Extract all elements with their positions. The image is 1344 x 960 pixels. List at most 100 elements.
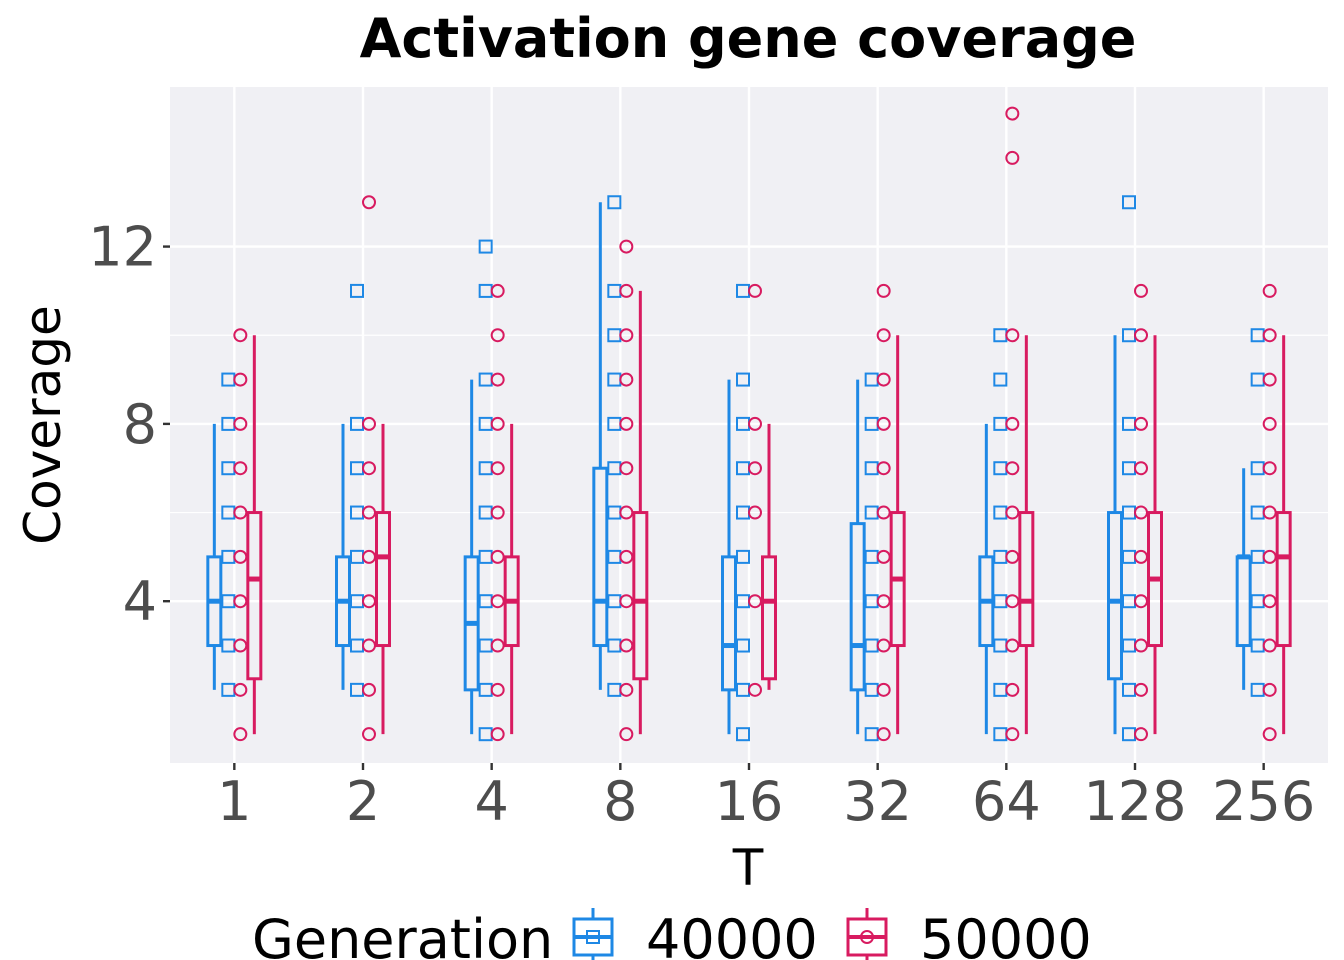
- data-point: [876, 594, 891, 609]
- legend-title: Generation: [252, 908, 553, 960]
- data-point: [619, 328, 634, 343]
- data-point: [1134, 416, 1148, 431]
- data-point: [619, 638, 634, 653]
- data-point: [233, 594, 248, 609]
- data-point: [362, 416, 376, 431]
- data-point: [1005, 549, 1020, 564]
- data-point: [1262, 372, 1277, 387]
- data-point: [876, 505, 891, 520]
- box: [1018, 511, 1035, 648]
- data-point: [736, 372, 750, 387]
- legend-key-50000: [846, 908, 888, 960]
- box: [721, 555, 737, 692]
- data-point: [748, 416, 762, 431]
- data-point: [490, 372, 505, 387]
- data-point: [1005, 505, 1020, 520]
- data-point: [1262, 461, 1277, 476]
- data-point: [1005, 461, 1020, 476]
- data-point: [876, 372, 891, 387]
- data-point: [362, 682, 376, 697]
- data-point: [1134, 283, 1148, 298]
- data-point: [619, 727, 634, 742]
- x-tick-label: 32: [843, 770, 912, 833]
- legend-label-40000: 40000: [646, 908, 818, 960]
- y-tick-label: 4: [123, 570, 157, 633]
- data-point: [233, 638, 248, 653]
- data-point: [362, 549, 376, 564]
- data-point: [490, 461, 505, 476]
- box: [761, 555, 777, 681]
- data-point: [876, 416, 891, 431]
- data-point: [1262, 682, 1277, 697]
- chart-title: Activation gene coverage: [360, 7, 1137, 70]
- x-tick-label: 16: [715, 770, 784, 833]
- data-point: [748, 505, 762, 520]
- data-point: [619, 372, 634, 387]
- legend-label-50000: 50000: [920, 908, 1092, 960]
- data-point: [1262, 727, 1277, 742]
- data-point: [619, 461, 634, 476]
- box: [1107, 511, 1123, 681]
- y-tick-label: 12: [88, 216, 157, 279]
- data-point: [1005, 682, 1020, 697]
- legend-marker: [860, 930, 874, 944]
- data-point: [233, 727, 248, 742]
- data-point: [876, 549, 891, 564]
- data-point: [1005, 106, 1020, 121]
- data-point: [490, 638, 505, 653]
- data-point: [233, 372, 248, 387]
- data-point: [736, 638, 750, 653]
- box: [1275, 511, 1292, 648]
- data-point: [1005, 150, 1020, 165]
- data-point: [1134, 549, 1148, 564]
- data-point: [1262, 283, 1277, 298]
- data-point: [1005, 328, 1020, 343]
- data-point: [619, 594, 634, 609]
- data-point: [748, 594, 762, 609]
- data-point: [1134, 638, 1148, 653]
- data-point: [876, 461, 891, 476]
- box: [592, 466, 609, 648]
- data-point: [619, 682, 634, 697]
- data-point: [748, 682, 762, 697]
- y-tick-label: 8: [123, 393, 157, 456]
- data-point: [1262, 594, 1277, 609]
- data-point: [362, 461, 376, 476]
- data-point: [490, 727, 505, 742]
- data-point: [490, 594, 505, 609]
- data-point: [490, 416, 505, 431]
- data-point: [490, 283, 505, 298]
- data-point: [1005, 727, 1020, 742]
- data-point: [1262, 505, 1277, 520]
- data-point: [362, 195, 376, 210]
- x-tick-label: 128: [1083, 770, 1186, 833]
- data-point: [233, 682, 248, 697]
- data-point: [1122, 195, 1136, 210]
- data-point: [490, 682, 505, 697]
- legend-key-40000: [572, 908, 614, 960]
- data-point: [350, 283, 364, 298]
- x-tick-label: 256: [1212, 770, 1315, 833]
- data-point: [1262, 549, 1277, 564]
- x-tick-label: 1: [217, 770, 251, 833]
- data-point: [233, 328, 248, 343]
- data-point: [1262, 416, 1277, 431]
- data-point: [1005, 594, 1020, 609]
- series-layer: [206, 106, 1292, 742]
- box: [632, 511, 649, 681]
- x-tick-label: 64: [972, 770, 1041, 833]
- x-axis-title: T: [732, 839, 764, 897]
- data-point: [362, 638, 376, 653]
- data-point: [736, 727, 750, 742]
- data-point: [490, 505, 505, 520]
- y-axis-title: Coverage: [14, 305, 72, 545]
- data-point: [1134, 727, 1148, 742]
- data-point: [233, 505, 248, 520]
- data-point: [876, 328, 891, 343]
- legend: Generation 40000 50000: [252, 908, 1092, 960]
- box: [246, 511, 263, 681]
- data-point: [1134, 594, 1148, 609]
- data-point: [490, 549, 505, 564]
